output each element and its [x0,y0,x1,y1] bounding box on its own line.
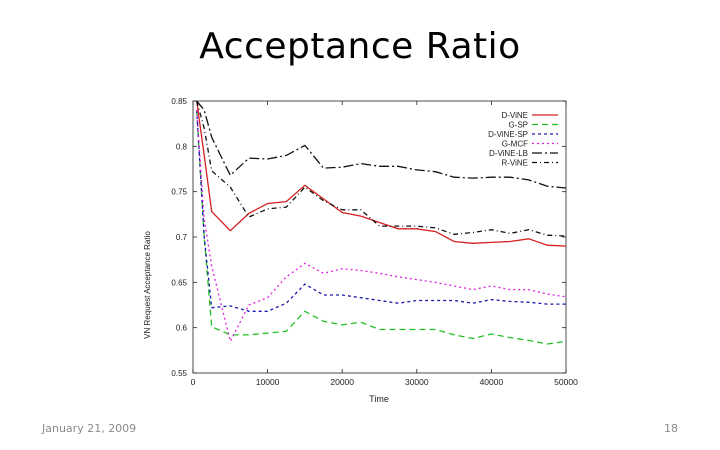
x-tick-label: 30000 [405,377,429,387]
legend-label-r-vine: R-ViNE [501,159,528,168]
y-tick-label: 0.7 [176,233,188,242]
x-tick-label: 0 [191,377,196,387]
legend-label-d-vine-lb: D-ViNE-LB [489,149,528,158]
y-tick-label: 0.85 [171,97,187,106]
chart-container: 0 10000 20000 30000 40000 50000 0.55 0.6 0.65 0.7… [130,90,590,410]
legend-label-d-vine-sp: D-ViNE-SP [488,130,528,139]
x-tick-label: 40000 [480,377,504,387]
x-tick-label: 50000 [554,377,578,387]
legend-label-g-mcf: G-MCF [502,140,528,149]
plot-frame [192,100,567,374]
y-tick-label: 0.75 [171,188,187,197]
y-tick-label: 0.8 [176,142,188,151]
x-tick-label: 20000 [330,377,354,387]
y-tick-label: 0.65 [171,278,187,287]
legend-label-d-vine: D-ViNE [501,111,528,120]
legend-label-g-sp: G-SP [508,121,528,130]
series-line-g-sp [196,110,566,345]
axes: 0 10000 20000 30000 40000 50000 0.55 0.6 0.65 0.7… [171,97,578,387]
x-axis-label: Time [369,394,389,404]
plot-area [192,100,567,374]
series-line-d-vine-lb [196,101,566,189]
y-tick-label: 0.55 [171,369,187,378]
y-axis-label: VN Request Acceptance Ratio [143,231,152,339]
footer-date: January 21, 2009 [42,422,137,435]
series-line-d-vine [196,101,566,247]
y-tick-label: 0.6 [176,324,188,333]
series-line-r-vine [196,101,566,237]
page-number: 18 [664,422,678,435]
series-lines [196,101,566,345]
acceptance-ratio-chart: 0 10000 20000 30000 40000 50000 0.55 0.6 0.65 0.7… [143,97,578,404]
slide-title: Acceptance Ratio [199,26,521,67]
x-tick-label: 10000 [256,377,280,387]
